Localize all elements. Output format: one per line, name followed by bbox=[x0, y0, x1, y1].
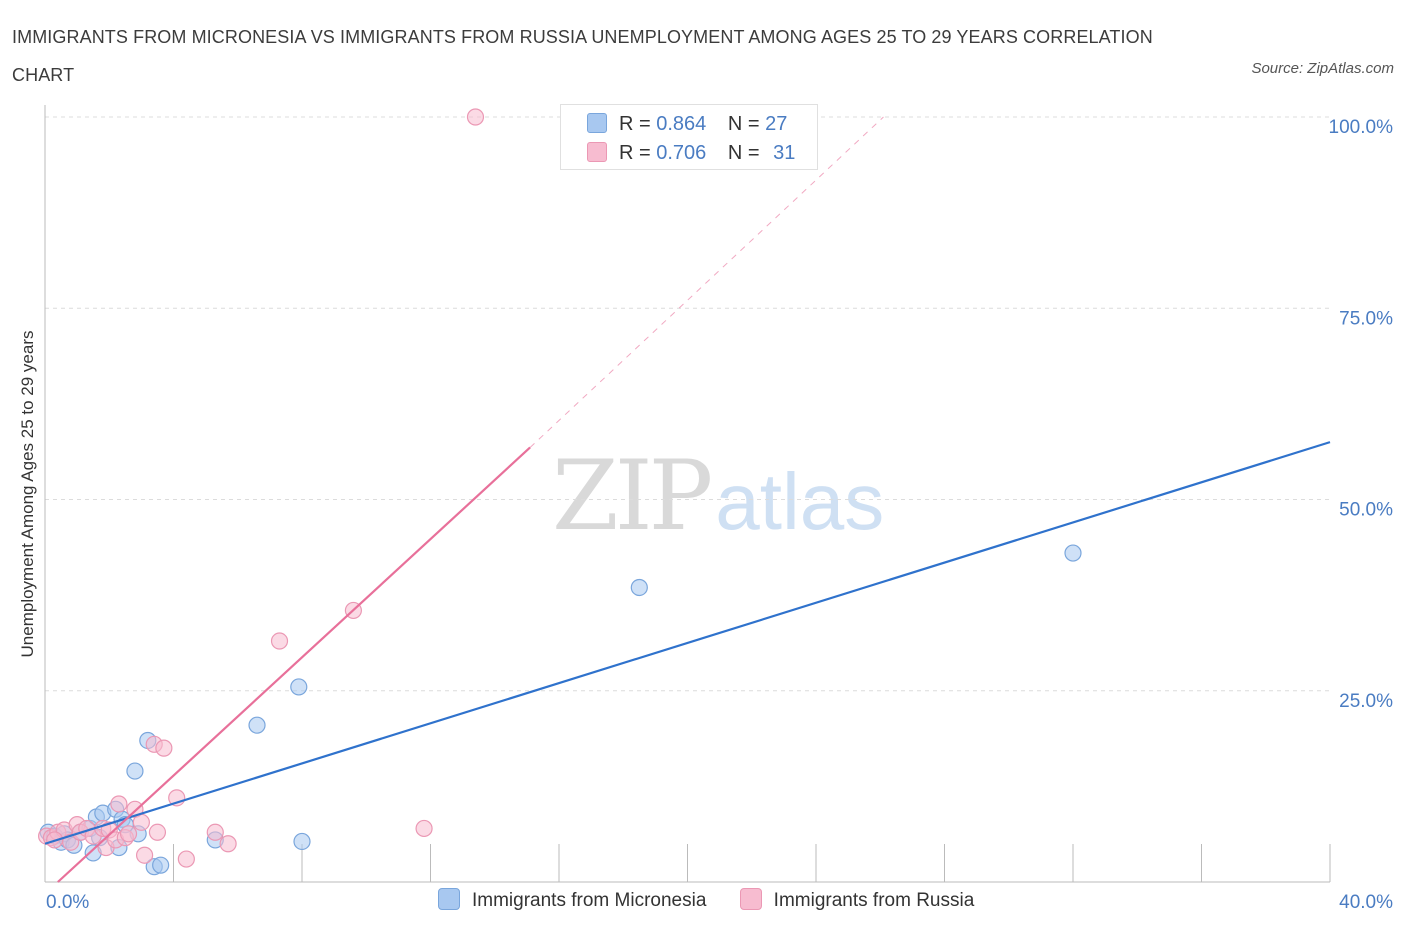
russia-point bbox=[466, 108, 485, 126]
legend-label-russia: Immigrants from Russia bbox=[773, 890, 975, 911]
russia-point bbox=[135, 846, 154, 864]
watermark: ZIPatlas bbox=[552, 440, 884, 552]
russia-point bbox=[219, 835, 237, 853]
legend-swatch-russia bbox=[739, 888, 762, 910]
micronesia-n-value: 27 bbox=[765, 113, 788, 135]
micronesia-point bbox=[126, 762, 144, 780]
stats-row-micronesia: R = 0.864 N = 27 bbox=[587, 109, 787, 139]
micronesia-r-label: R = bbox=[619, 113, 651, 135]
x-tick-label: 40.0% bbox=[1339, 892, 1393, 913]
micronesia-n-label: N = bbox=[727, 113, 760, 135]
russia-point bbox=[132, 813, 150, 831]
watermark-atlas: atlas bbox=[715, 457, 885, 546]
russia-point bbox=[415, 819, 433, 838]
russia-point bbox=[206, 823, 224, 841]
micronesia-point bbox=[293, 832, 311, 851]
legend-item-micronesia[interactable]: Immigrants from Micronesia bbox=[438, 888, 706, 912]
y-axis-label: Unemployment Among Ages 25 to 29 years bbox=[18, 330, 37, 658]
source-label: Source: ZipAtlas.com bbox=[1251, 60, 1394, 77]
russia-trend-extension bbox=[529, 116, 884, 448]
micronesia-swatch bbox=[587, 113, 607, 133]
russia-point bbox=[148, 823, 167, 841]
russia-r-label: R = bbox=[619, 142, 651, 164]
russia-point bbox=[110, 795, 128, 813]
watermark-zip: ZIP bbox=[552, 440, 713, 552]
stats-box: R = 0.864 N = 27 R = 0.706 N = 31 bbox=[560, 104, 818, 170]
russia-r-value: 0.706 bbox=[656, 142, 707, 164]
legend: Immigrants from Micronesia Immigrants fr… bbox=[438, 888, 1002, 912]
micronesia-point bbox=[248, 716, 266, 734]
y-tick-label: 75.0% bbox=[1339, 308, 1393, 329]
micronesia-r-value: 0.864 bbox=[656, 113, 707, 135]
micronesia-point bbox=[1064, 544, 1082, 562]
y-tick-label: 25.0% bbox=[1339, 691, 1393, 712]
stats-row-russia: R = 0.706 N = 31 bbox=[587, 138, 795, 168]
y-tick-label: 50.0% bbox=[1339, 500, 1393, 521]
x-tick-label: 0.0% bbox=[46, 892, 89, 913]
legend-swatch-micronesia bbox=[438, 888, 460, 910]
micronesia-trend-line bbox=[44, 441, 1331, 845]
micronesia-point bbox=[290, 678, 308, 696]
chart-title: IMMIGRANTS FROM MICRONESIA VS IMMIGRANTS… bbox=[12, 27, 1153, 85]
russia-n-value: 31 bbox=[773, 142, 796, 164]
y-tick-label: 100.0% bbox=[1329, 117, 1394, 138]
russia-swatch bbox=[587, 142, 607, 162]
micronesia-point bbox=[630, 578, 648, 597]
russia-point bbox=[270, 632, 289, 650]
russia-trend-line bbox=[57, 446, 531, 883]
micronesia-point bbox=[152, 856, 170, 874]
russia-point bbox=[177, 850, 195, 868]
legend-label-micronesia: Immigrants from Micronesia bbox=[472, 890, 707, 911]
russia-point bbox=[155, 739, 173, 757]
russia-n-label: N = bbox=[727, 142, 760, 164]
legend-item-russia[interactable]: Immigrants from Russia bbox=[739, 888, 975, 912]
russia-point bbox=[119, 825, 138, 843]
